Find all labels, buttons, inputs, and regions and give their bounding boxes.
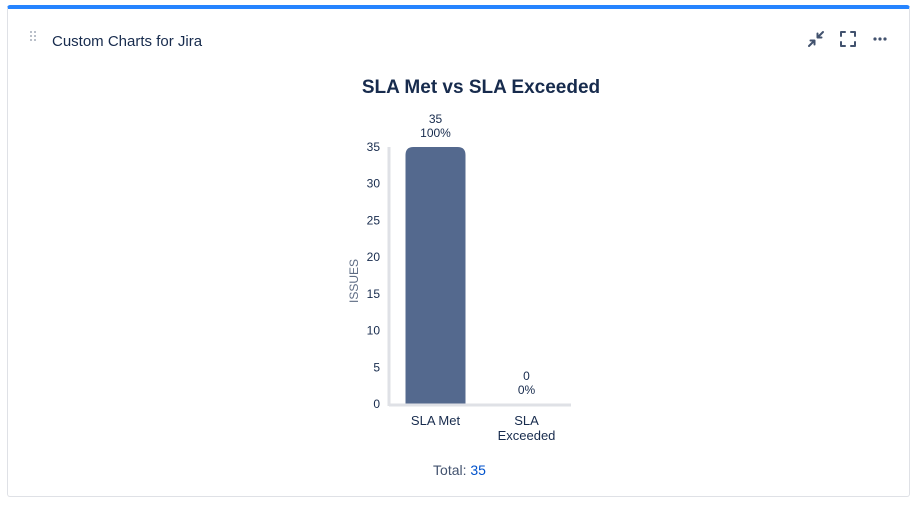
minimize-icon <box>808 31 824 47</box>
x-tick-label: SLA <box>514 413 539 428</box>
bar-value-label: 0 <box>523 369 530 383</box>
y-tick-label: 35 <box>367 140 381 154</box>
total-summary: Total: 35 <box>8 462 911 478</box>
bar-chart: SLA Met vs SLA Exceeded ISSUES 0 5 10 15 20 2… <box>347 77 600 443</box>
more-button[interactable] <box>869 28 891 50</box>
y-tick-label: 5 <box>373 360 380 374</box>
chart-title: SLA Met vs SLA Exceeded <box>362 77 600 98</box>
y-tick-label: 10 <box>367 324 381 338</box>
total-value: 35 <box>470 462 486 478</box>
y-tick-label: 15 <box>367 287 381 301</box>
x-tick-label: SLA Met <box>411 413 461 428</box>
drag-handle-icon[interactable] <box>30 31 38 43</box>
gadget-header: Custom Charts for Jira <box>8 9 909 50</box>
bar-value-label: 35 <box>429 112 443 126</box>
bar[interactable] <box>405 147 466 404</box>
gadget-title: Custom Charts for Jira <box>52 33 203 50</box>
total-label: Total: <box>433 462 467 478</box>
y-axis-label: ISSUES <box>347 259 361 303</box>
x-tick-label: Exceeded <box>498 428 556 443</box>
fullscreen-button[interactable] <box>837 28 859 50</box>
y-tick-label: 25 <box>367 213 381 227</box>
bar-percent-label: 100% <box>420 126 451 140</box>
fullscreen-icon <box>840 31 856 47</box>
y-tick-label: 0 <box>373 397 380 411</box>
axes <box>387 147 571 407</box>
y-tick-label: 20 <box>367 250 381 264</box>
more-icon <box>873 37 887 41</box>
minimize-button[interactable] <box>805 28 827 50</box>
gadget-actions <box>805 29 891 49</box>
chart-gadget: Custom Charts for Jira SLA Met vs SLA E <box>7 5 910 497</box>
y-axis-ticks: 0 5 10 15 20 25 30 35 <box>367 140 381 411</box>
bar-percent-label: 0% <box>518 383 536 397</box>
y-tick-label: 30 <box>367 177 381 191</box>
